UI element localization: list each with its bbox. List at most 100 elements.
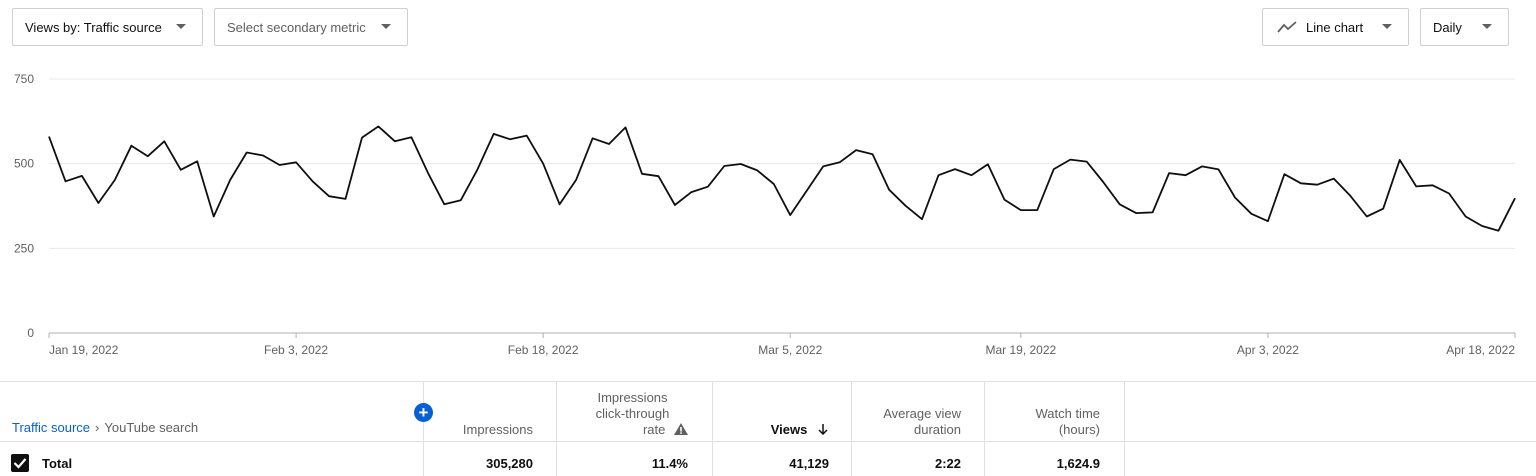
data-point[interactable] bbox=[705, 184, 711, 190]
add-metric-button[interactable]: + bbox=[414, 403, 433, 422]
data-point[interactable] bbox=[293, 159, 299, 165]
data-point[interactable] bbox=[95, 200, 101, 206]
data-point[interactable] bbox=[1248, 211, 1254, 217]
data-point[interactable] bbox=[590, 135, 596, 141]
data-point[interactable] bbox=[903, 203, 909, 209]
chart-type-dropdown[interactable]: Line chart bbox=[1262, 8, 1409, 46]
data-point[interactable] bbox=[474, 167, 480, 173]
data-point[interactable] bbox=[1100, 179, 1106, 185]
data-point[interactable] bbox=[804, 188, 810, 194]
data-point[interactable] bbox=[1446, 190, 1452, 196]
data-point[interactable] bbox=[557, 201, 563, 207]
data-point[interactable] bbox=[178, 167, 184, 173]
data-point[interactable] bbox=[145, 153, 151, 159]
column-header-avg-view-duration[interactable]: Average view duration bbox=[852, 388, 961, 438]
data-point[interactable] bbox=[1347, 193, 1353, 199]
data-point[interactable] bbox=[771, 181, 777, 187]
data-point[interactable] bbox=[655, 173, 661, 179]
column-header-ctr[interactable]: Impressions click-through rate bbox=[557, 388, 688, 438]
data-point[interactable] bbox=[458, 197, 464, 203]
data-point[interactable] bbox=[919, 216, 925, 222]
data-point[interactable] bbox=[1150, 209, 1156, 215]
data-point[interactable] bbox=[952, 166, 958, 172]
traffic-source-dropdown[interactable]: Views by: Traffic source bbox=[12, 8, 203, 46]
secondary-metric-dropdown[interactable]: Select secondary metric bbox=[214, 8, 408, 46]
data-point[interactable] bbox=[985, 161, 991, 167]
data-point[interactable] bbox=[392, 138, 398, 144]
column-header-watch-time[interactable]: Watch time (hours) bbox=[985, 388, 1100, 438]
data-point[interactable] bbox=[244, 149, 250, 155]
data-point[interactable] bbox=[342, 196, 348, 202]
data-point[interactable] bbox=[738, 161, 744, 167]
data-point[interactable] bbox=[935, 172, 941, 178]
sort-descending-icon[interactable] bbox=[817, 423, 829, 436]
data-point[interactable] bbox=[672, 202, 678, 208]
data-point[interactable] bbox=[1117, 201, 1123, 207]
data-point[interactable] bbox=[573, 177, 579, 183]
column-header-views[interactable]: Views bbox=[713, 388, 829, 438]
data-point[interactable] bbox=[1051, 166, 1057, 172]
data-point[interactable] bbox=[968, 172, 974, 178]
data-point[interactable] bbox=[870, 151, 876, 157]
data-point[interactable] bbox=[688, 189, 694, 195]
data-point[interactable] bbox=[837, 159, 843, 165]
column-header-impressions[interactable]: Impressions bbox=[424, 388, 533, 438]
breadcrumb-traffic-source-link[interactable]: Traffic source bbox=[12, 420, 91, 435]
data-point[interactable] bbox=[277, 162, 283, 168]
data-point[interactable] bbox=[820, 163, 826, 169]
data-point[interactable] bbox=[524, 133, 530, 139]
data-point[interactable] bbox=[1364, 213, 1370, 219]
data-point[interactable] bbox=[1298, 180, 1304, 186]
data-point[interactable] bbox=[623, 124, 629, 130]
data-point[interactable] bbox=[1331, 176, 1337, 182]
data-point[interactable] bbox=[62, 178, 68, 184]
data-point[interactable] bbox=[260, 153, 266, 159]
data-point[interactable] bbox=[359, 135, 365, 141]
data-point[interactable] bbox=[1314, 182, 1320, 188]
data-point[interactable] bbox=[194, 158, 200, 164]
data-point[interactable] bbox=[1084, 159, 1090, 165]
data-point[interactable] bbox=[754, 167, 760, 173]
data-point[interactable] bbox=[1034, 207, 1040, 213]
data-point[interactable] bbox=[853, 147, 859, 153]
data-point[interactable] bbox=[1133, 210, 1139, 216]
data-point[interactable] bbox=[112, 177, 118, 183]
data-point[interactable] bbox=[227, 177, 233, 183]
data-point[interactable] bbox=[1183, 172, 1189, 178]
data-point[interactable] bbox=[1512, 195, 1518, 201]
data-point[interactable] bbox=[1380, 206, 1386, 212]
data-point[interactable] bbox=[1067, 157, 1073, 163]
data-point[interactable] bbox=[1166, 170, 1172, 176]
data-point[interactable] bbox=[425, 170, 431, 176]
data-point[interactable] bbox=[1232, 195, 1238, 201]
data-point[interactable] bbox=[1496, 228, 1502, 234]
data-point[interactable] bbox=[540, 161, 546, 167]
data-point[interactable] bbox=[1413, 183, 1419, 189]
data-point[interactable] bbox=[1430, 182, 1436, 188]
total-row-checkbox[interactable] bbox=[11, 454, 29, 472]
data-point[interactable] bbox=[46, 134, 52, 140]
data-point[interactable] bbox=[1479, 223, 1485, 229]
data-point[interactable] bbox=[491, 131, 497, 137]
views-series-line[interactable] bbox=[48, 125, 1516, 232]
data-point[interactable] bbox=[408, 134, 414, 140]
data-point[interactable] bbox=[886, 187, 892, 193]
data-point[interactable] bbox=[507, 136, 513, 142]
data-point[interactable] bbox=[326, 193, 332, 199]
warning-icon[interactable] bbox=[674, 423, 688, 435]
data-point[interactable] bbox=[1397, 157, 1403, 163]
data-point[interactable] bbox=[639, 171, 645, 177]
period-dropdown[interactable]: Daily bbox=[1420, 8, 1509, 46]
data-point[interactable] bbox=[1265, 218, 1271, 224]
data-point[interactable] bbox=[721, 163, 727, 169]
data-point[interactable] bbox=[441, 201, 447, 207]
data-point[interactable] bbox=[1001, 197, 1007, 203]
data-point[interactable] bbox=[1018, 207, 1024, 213]
data-point[interactable] bbox=[375, 123, 381, 129]
data-point[interactable] bbox=[128, 143, 134, 149]
data-point[interactable] bbox=[1216, 166, 1222, 172]
data-point[interactable] bbox=[1199, 163, 1205, 169]
data-point[interactable] bbox=[606, 141, 612, 147]
data-point[interactable] bbox=[1281, 171, 1287, 177]
data-point[interactable] bbox=[1463, 213, 1469, 219]
